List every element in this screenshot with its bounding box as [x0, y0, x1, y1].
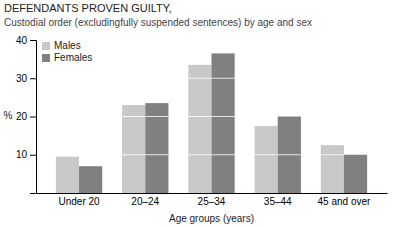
bar-divider — [212, 154, 235, 155]
y-tick: 20 — [16, 111, 36, 122]
series — [79, 53, 367, 193]
legend-swatch — [42, 42, 50, 50]
bar-divider — [255, 154, 278, 155]
y-tick-label: 40 — [16, 35, 28, 46]
bar — [188, 65, 211, 193]
title: DEFENDANTS PROVEN GUILTY, — [4, 2, 172, 14]
bar-divider — [188, 116, 211, 117]
bar-divider — [321, 154, 344, 155]
bar — [122, 105, 145, 193]
legend-item: Males — [42, 40, 81, 51]
x-tick: 25–34 — [198, 196, 226, 207]
y-tick: 40 — [16, 35, 36, 46]
bar-divider — [122, 116, 145, 117]
y-tick: 10 — [16, 149, 36, 160]
plot: 10 20 30 40 Under 20 20–24 25–34 35–44 45 and ov… — [16, 35, 388, 207]
x-tick-label: 45 and over — [318, 196, 371, 207]
y-tick: 30 — [16, 73, 36, 84]
x-tick: 35–44 — [264, 196, 292, 207]
x-tick: 20–24 — [131, 196, 159, 207]
x-tick-label: Under 20 — [58, 196, 100, 207]
bar-divider — [212, 116, 235, 117]
legend-label: Males — [54, 40, 81, 51]
y-tick-mark — [30, 78, 36, 79]
bar — [212, 53, 235, 193]
subtitle: Custodial order (excludingfully suspende… — [4, 17, 312, 28]
bar — [145, 103, 168, 193]
x-axis: Under 20 20–24 25–34 35–44 45 and over — [37, 194, 388, 208]
bar-divider — [145, 154, 168, 155]
bar-divider — [188, 154, 211, 155]
x-tick-label: 20–24 — [131, 196, 159, 207]
y-axis: 10 20 30 40 — [16, 35, 37, 194]
x-tick-label: 25–34 — [198, 196, 226, 207]
y-tick-label: 20 — [16, 111, 28, 122]
y-tick-mark — [30, 117, 36, 118]
bar-divider — [188, 78, 211, 79]
y-axis-line — [30, 41, 37, 194]
chart: DEFENDANTS PROVEN GUILTY, Custodial order… — [0, 0, 397, 227]
series — [56, 65, 344, 193]
bar-divider — [145, 116, 168, 117]
bar — [255, 126, 278, 193]
bar — [278, 117, 301, 194]
y-tick-label: 10 — [16, 149, 28, 160]
legend-swatch — [42, 54, 50, 62]
y-tick-mark — [30, 155, 36, 156]
x-axis-title: Age groups (years) — [169, 213, 254, 224]
x-tick: Under 20 — [58, 196, 100, 207]
bar-divider — [122, 154, 145, 155]
x-tick-label: 35–44 — [264, 196, 292, 207]
legend: MalesFemales — [42, 40, 92, 63]
bar-divider — [212, 78, 235, 79]
y-tick-mark — [30, 40, 36, 41]
bar-divider — [278, 154, 301, 155]
bars — [56, 53, 367, 193]
x-tick: 45 and over — [318, 196, 371, 207]
bar — [56, 157, 79, 193]
legend-label: Females — [54, 52, 92, 63]
y-tick-label: 30 — [16, 73, 28, 84]
y-axis-title: % — [4, 110, 13, 121]
x-axis-line — [37, 193, 388, 194]
bar — [321, 145, 344, 193]
bar — [79, 166, 102, 193]
legend-item: Females — [42, 52, 92, 63]
bar — [344, 155, 367, 193]
